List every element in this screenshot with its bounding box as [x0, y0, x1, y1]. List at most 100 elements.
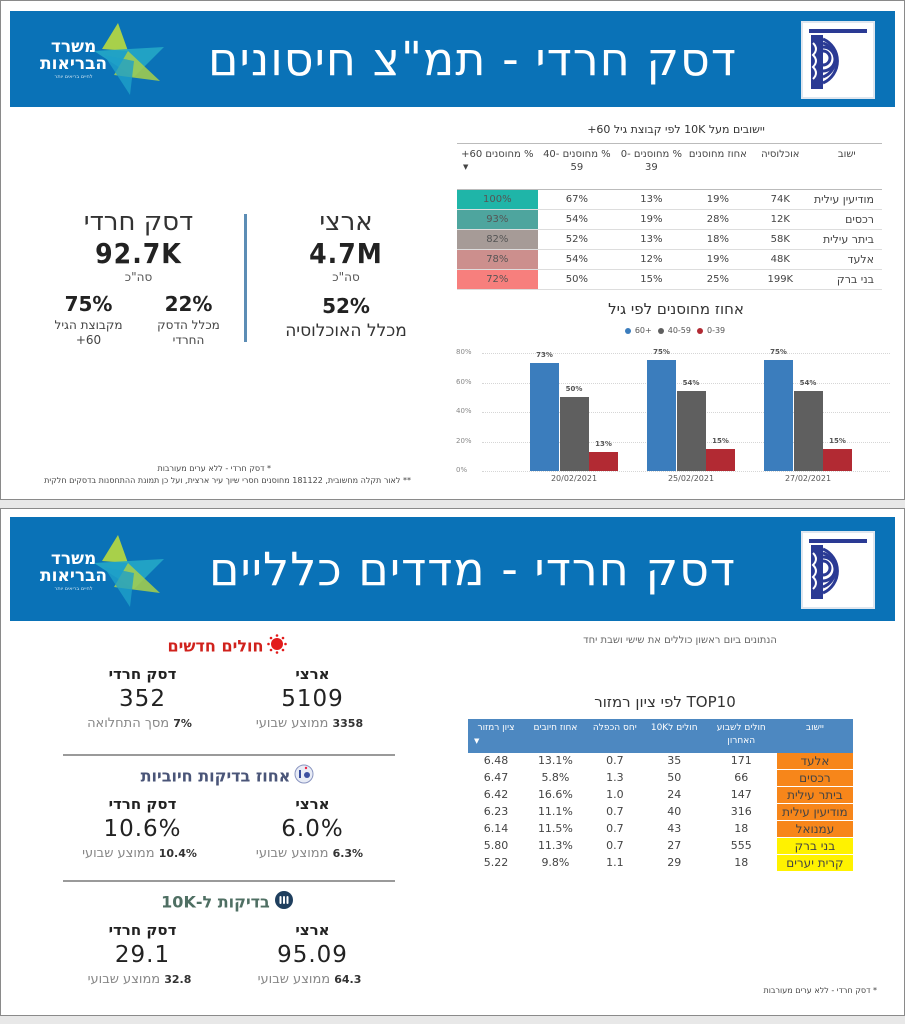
legend-item[interactable]: 60+ [624, 326, 654, 335]
sort-desc-icon[interactable]: ▼ [463, 163, 469, 171]
table-title: TOP10 לפי ציון רמזור [594, 693, 736, 711]
logo-line2: הבריאות [40, 54, 108, 74]
sort-desc-icon[interactable]: ▼ [474, 737, 480, 745]
footnotes: * דסק חרדי - ללא ערים מעורבות ** לאור תק… [31, 463, 411, 487]
table-cell: 13% [616, 189, 687, 210]
bar[interactable]: 75% [647, 348, 676, 471]
column-header[interactable]: ישוב [811, 143, 882, 190]
column-header[interactable]: חולים לשבוע האחרון [705, 719, 777, 753]
bar[interactable]: 73% [530, 351, 559, 471]
bar[interactable]: 75% [764, 348, 793, 471]
table-cell: 5.8% [541, 771, 570, 784]
bar-value-label: 73% [536, 351, 553, 360]
region-label: דסק חרדי [108, 921, 177, 939]
legend-item[interactable]: 40-59 [657, 326, 693, 335]
city-name: ביתר עילית [811, 229, 882, 250]
table-cell: 1.3 [606, 771, 624, 784]
table-cell: 50 [667, 771, 682, 784]
pct-60-label: 60+ [75, 333, 102, 347]
city-name: מודיעין עילית [776, 803, 853, 821]
table-cell: 12% [616, 249, 687, 270]
gridline [482, 382, 890, 384]
sub-value: 7% [173, 717, 192, 730]
metric-value: 5109 [281, 686, 344, 712]
table-row: רכסים 66 50 1.3 5.8% 6.47 [468, 769, 853, 787]
haredi-tests: דסק חרדי 29.1 32.8 ממוצע שבועי [60, 920, 225, 990]
logo-line1: משרד [50, 549, 97, 569]
table-cell: 316 [730, 805, 752, 818]
y-tick-label: 60% [456, 377, 472, 386]
table-row: ביתר עילית 147 24 1.0 16.6% 6.42 [468, 786, 853, 804]
tests-per-10k-section: בדיקות ל-10K ארצי 95.09 64.3 ממוצע שבועי… [60, 890, 395, 990]
column-header[interactable]: יישוב [776, 719, 853, 753]
table-cell: 199K [749, 269, 812, 290]
table-cell: 74K [749, 189, 812, 210]
table-row: בני ברק 555 27 0.7 11.3% 5.80 [468, 837, 853, 855]
metric-value: 10.6% [103, 816, 182, 842]
column-header[interactable]: אחוז מחוסנים [686, 143, 750, 190]
ministry-of-health-logo: משרד הבריאות לחיים בריאים יותר [24, 21, 169, 97]
table-cell: 18% [686, 229, 750, 250]
column-header[interactable]: % מחוסנים 0-39 [616, 143, 687, 190]
section-title: חולים חדשים [167, 636, 264, 656]
table-cell: 52% [537, 229, 617, 250]
chart-legend: 60+ 40-59 0-39 [456, 326, 896, 335]
data-note: הנתונים ביום ראשון כוללים את שישי ושבת י… [583, 635, 777, 646]
city-name: אלעד [776, 753, 853, 770]
column-header[interactable]: אוכלוסיה [749, 143, 812, 190]
bar[interactable]: 54% [793, 379, 823, 471]
table-cell: 0.7 [606, 839, 624, 852]
gridline [482, 353, 890, 354]
national-new-cases: ארצי 5109 3358 ממוצע שבועי [230, 664, 395, 734]
column-header[interactable]: חולים ל10K [642, 719, 706, 753]
metric-value: 352 [119, 686, 166, 712]
bar[interactable]: 54% [676, 379, 706, 471]
sub-value: 6.3% [332, 847, 364, 860]
divider [63, 880, 395, 882]
logo-line1: משרד [50, 37, 97, 57]
pct-desk-label: מכלל הדסק [157, 318, 220, 332]
table-cell: 54% [537, 209, 617, 230]
table-cell: 6.42 [483, 788, 509, 801]
table-cell: 6.14 [483, 822, 509, 835]
column-header[interactable]: יחס הכפלה [586, 719, 643, 753]
table-row: מודיעין עילית 74K 19% 13% 67% 100% [457, 189, 882, 210]
table-cell: 1.0 [606, 788, 624, 801]
table-cell: 58K [749, 229, 812, 250]
region-label: ארצי [295, 795, 330, 813]
table-cell: 19% [686, 189, 750, 210]
column-header-sorted[interactable]: % מחוסנים 60+ ▼ [457, 143, 538, 190]
lab-test-icon [294, 764, 314, 790]
haredi-pct-60: 75% מקבוצת הגיל 60+ [41, 290, 136, 348]
footnote: * דסק חרדי - ללא ערים מעורבות [763, 986, 877, 995]
column-header[interactable]: % מחוסנים 40-59 [537, 143, 617, 190]
bar-group: 73% 50% 13% [530, 351, 618, 471]
table-row: רכסים 12K 28% 19% 54% 93% [457, 209, 882, 230]
column-header[interactable]: אחוז חיובים [523, 719, 587, 753]
table-cell: 35 [667, 754, 682, 768]
city-name: בני ברק [776, 837, 853, 855]
bar[interactable]: 15% [706, 437, 735, 471]
table-cell: 11.5% [537, 822, 573, 835]
section-title: אחוז בדיקות חיוביות [140, 766, 291, 786]
national-positive-tests: ארצי 6.0% 6.3% ממוצע שבועי [230, 794, 395, 864]
slide-general-metrics: משרד הבריאות לחיים בריאים יותר דסק חרדי - … [0, 508, 905, 1016]
table-cell: 18 [734, 822, 749, 835]
column-header-sorted[interactable]: ציון רמזור ▼ [468, 719, 524, 753]
bar[interactable]: 13% [589, 440, 618, 471]
bar-value-label: 54% [682, 379, 700, 388]
table-cell: 0.7 [606, 754, 624, 768]
table-cell: 16.6% [537, 788, 573, 801]
legend-item[interactable]: 0-39 [696, 326, 727, 335]
sub-value: 10.4% [158, 847, 197, 860]
bar[interactable]: 50% [559, 385, 589, 471]
table-cell: 9.8% [541, 856, 570, 869]
bar-value-label: 54% [799, 379, 817, 388]
y-tick-label: 80% [456, 348, 472, 356]
bar[interactable]: 15% [823, 437, 852, 471]
table-cell: 6.23 [483, 805, 509, 818]
bar-value-label: 50% [565, 385, 583, 394]
x-tick-label: 27/02/2021 [784, 474, 832, 483]
table-cell: 67% [537, 189, 617, 210]
table-cell: 25% [686, 269, 750, 290]
